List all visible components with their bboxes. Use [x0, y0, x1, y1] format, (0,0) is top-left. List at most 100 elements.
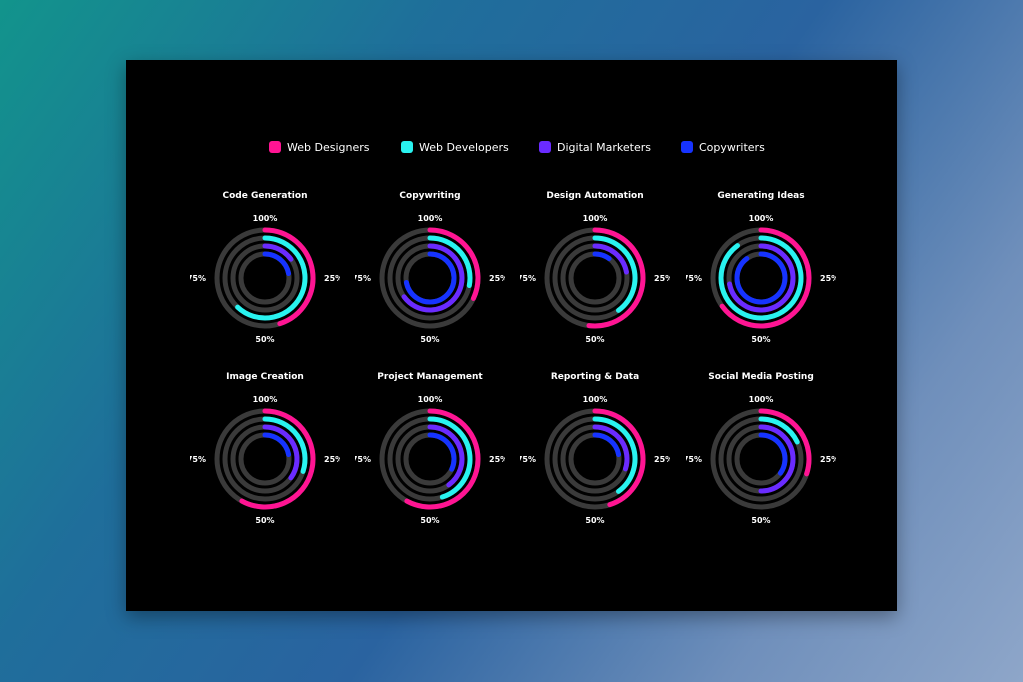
- tick-label: 25%: [489, 455, 505, 464]
- tick-label: 50%: [420, 516, 439, 525]
- bar-web-developers: [235, 235, 308, 321]
- chart-title: Reporting & Data: [550, 372, 640, 382]
- bar-web-designers: [239, 408, 316, 510]
- tick-label: 25%: [324, 455, 340, 464]
- bar-web-designers: [592, 408, 646, 508]
- tick-label: 75%: [190, 455, 206, 464]
- tick-label: 25%: [654, 274, 670, 283]
- radial-chart-svg: 100% 25% 50% 75%: [686, 395, 836, 525]
- legend-item-digital-marketers: Digital Marketers: [539, 138, 651, 156]
- tick-label: 50%: [751, 335, 770, 344]
- tick-label: 25%: [489, 274, 505, 283]
- bar-digital-marketers: [262, 243, 294, 262]
- tick-label: 50%: [255, 335, 274, 344]
- tick-label: 75%: [355, 455, 371, 464]
- bar-web-developers: [427, 416, 473, 500]
- tick-label: 50%: [585, 335, 604, 344]
- bar-digital-marketers: [727, 243, 796, 313]
- tick-label: 75%: [686, 274, 702, 283]
- tick-label: 100%: [253, 214, 278, 223]
- legend-swatch: [401, 141, 413, 153]
- legend-label: Web Developers: [419, 140, 509, 154]
- legend-item-web-designers: Web Designers: [269, 138, 369, 156]
- tick-label: 100%: [253, 395, 278, 404]
- bar-web-developers: [262, 416, 308, 474]
- bar-digital-marketers: [758, 424, 796, 494]
- bar-web-developers: [718, 235, 804, 321]
- tick-label: 75%: [355, 274, 371, 283]
- tick-label: 100%: [418, 395, 443, 404]
- bar-web-designers: [262, 227, 316, 327]
- radial-chart-code-generation: Code Generation 100% 25% 50% 75%: [190, 191, 340, 351]
- bar-copywriters: [403, 251, 457, 305]
- chart-card: Web Designers Web Developers Digital Mar…: [126, 60, 897, 611]
- bar-web-designers: [586, 227, 646, 329]
- radial-chart-image-creation: Image Creation 100% 25% 50% 75%: [190, 372, 340, 532]
- bar-copywriters: [592, 432, 622, 457]
- radial-chart-svg: 100% 25% 50% 75%: [520, 395, 670, 525]
- tick-label: 50%: [420, 335, 439, 344]
- bar-web-designers: [427, 227, 481, 301]
- radial-chart-copywriting: Copywriting 100% 25% 50% 75%: [355, 191, 505, 351]
- radial-chart-svg: 100% 25% 50% 75%: [190, 395, 340, 525]
- tick-label: 100%: [583, 214, 608, 223]
- legend-swatch: [539, 141, 551, 153]
- bar-digital-marketers: [592, 243, 629, 275]
- legend-label: Digital Marketers: [557, 140, 652, 154]
- radial-chart-svg: 100% 25% 50% 75%: [355, 395, 505, 525]
- tick-label: 50%: [255, 516, 274, 525]
- tick-label: 75%: [520, 274, 536, 283]
- tick-label: 25%: [324, 274, 340, 283]
- chart-title: Generating Ideas: [717, 191, 805, 201]
- bar-digital-marketers: [262, 424, 300, 481]
- chart-title: Social Media Posting: [708, 372, 814, 382]
- tick-label: 75%: [190, 274, 206, 283]
- tick-label: 25%: [654, 455, 670, 464]
- tick-label: 25%: [820, 274, 836, 283]
- tick-label: 100%: [583, 395, 608, 404]
- chart-title: Image Creation: [226, 372, 304, 382]
- legend: Web Designers Web Developers Digital Mar…: [126, 138, 897, 156]
- radial-chart-project-management: Project Management 100% 25% 50% 75%: [355, 372, 505, 532]
- radial-chart-reporting-data: Reporting & Data 100% 25% 50% 75%: [520, 372, 670, 532]
- bar-copywriters: [262, 251, 292, 276]
- chart-title: Design Automation: [546, 191, 644, 201]
- bar-web-developers: [592, 235, 638, 313]
- tick-label: 50%: [585, 516, 604, 525]
- bar-copywriters: [592, 251, 612, 262]
- ring-track: [568, 251, 622, 305]
- legend-swatch: [681, 141, 693, 153]
- legend-item-web-developers: Web Developers: [401, 138, 509, 156]
- chart-title: Copywriting: [399, 191, 461, 201]
- bar-web-developers: [592, 416, 638, 494]
- radial-chart-svg: 100% 25% 50% 75%: [355, 214, 505, 344]
- tick-label: 25%: [820, 455, 836, 464]
- radial-chart-design-automation: Design Automation 100% 25% 50% 75%: [520, 191, 670, 351]
- bar-copywriters: [734, 251, 788, 305]
- bar-web-developers: [758, 416, 800, 445]
- tick-label: 100%: [418, 214, 443, 223]
- bar-copywriters: [262, 432, 292, 457]
- radial-chart-svg: 100% 25% 50% 75%: [190, 214, 340, 344]
- chart-title: Code Generation: [222, 191, 308, 201]
- bar-copywriters: [427, 432, 457, 472]
- bar-digital-marketers: [401, 243, 465, 313]
- radial-chart-generating-ideas: Generating Ideas 100% 25% 50% 75%: [686, 191, 836, 351]
- bar-web-developers: [427, 235, 473, 288]
- chart-title: Project Management: [377, 372, 483, 382]
- tick-label: 75%: [520, 455, 536, 464]
- bar-web-designers: [404, 408, 481, 510]
- tick-label: 50%: [751, 516, 770, 525]
- bar-web-designers: [758, 408, 812, 477]
- radial-chart-svg: 100% 25% 50% 75%: [520, 214, 670, 344]
- legend-label: Copywriters: [699, 140, 765, 154]
- radial-chart-social-media-posting: Social Media Posting 100% 25% 50% 75%: [686, 372, 836, 532]
- radial-chart-svg: 100% 25% 50% 75%: [686, 214, 836, 344]
- legend-swatch: [269, 141, 281, 153]
- bar-web-designers: [719, 227, 812, 329]
- legend-label: Web Designers: [287, 140, 370, 154]
- bar-digital-marketers: [592, 424, 630, 472]
- legend-item-copywriters: Copywriters: [681, 138, 765, 156]
- tick-label: 100%: [749, 214, 774, 223]
- bar-copywriters: [758, 432, 788, 476]
